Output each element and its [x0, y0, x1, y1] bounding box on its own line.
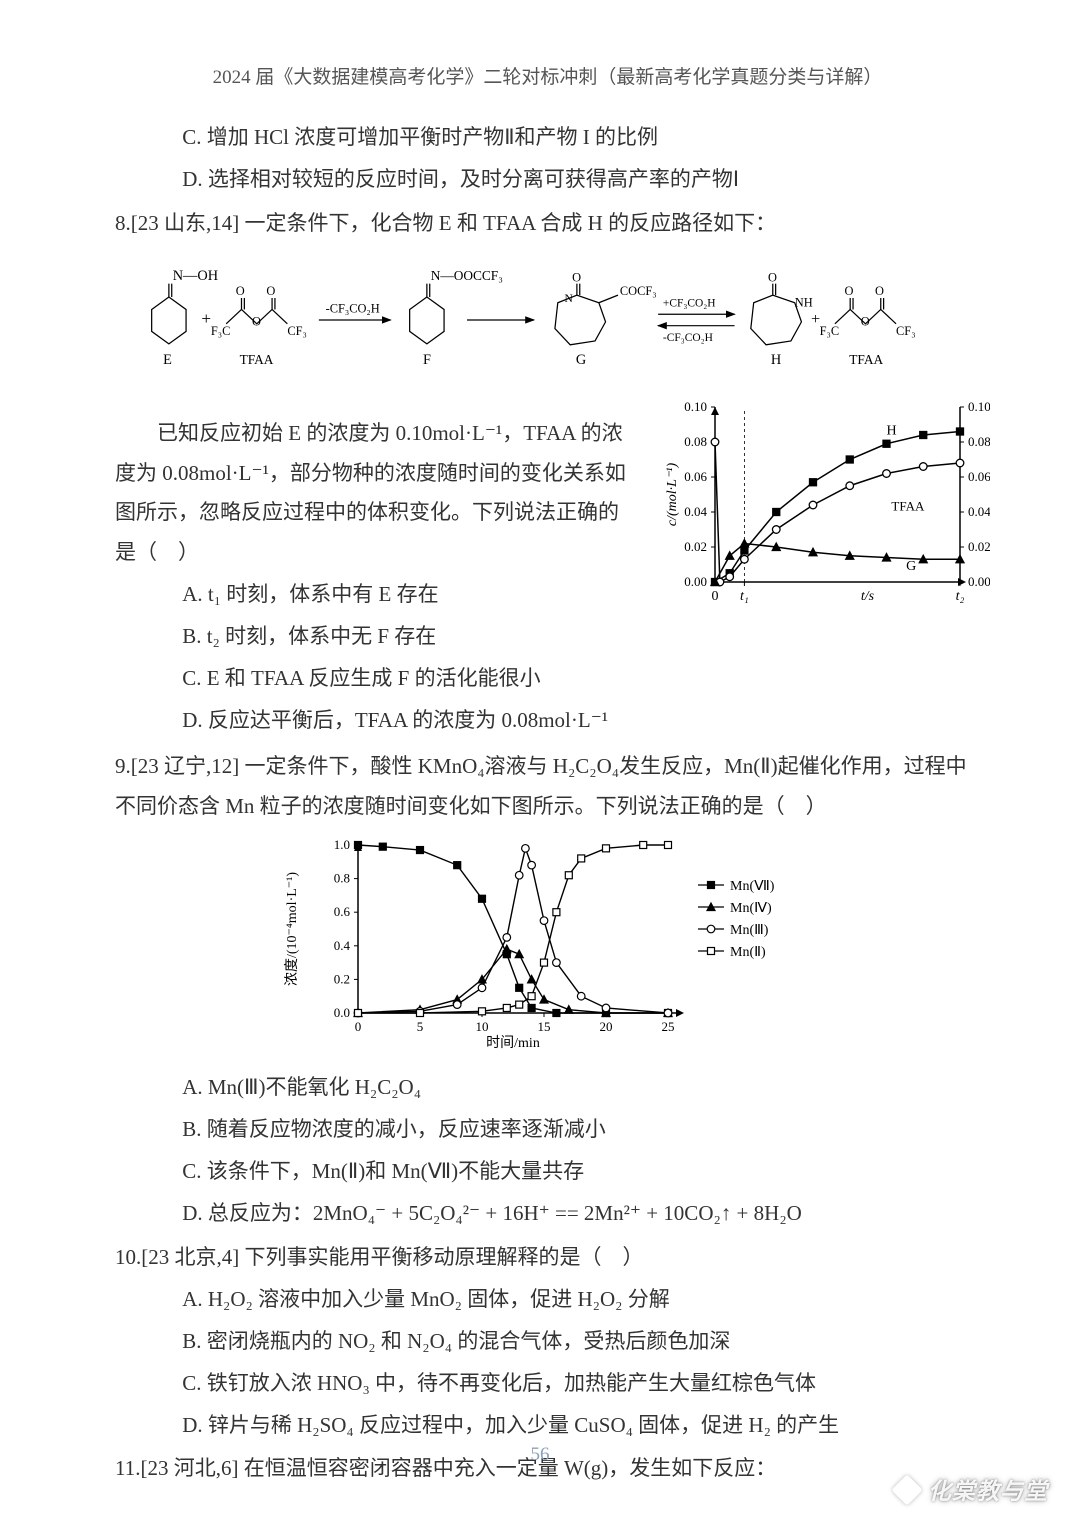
svg-text:G: G	[576, 352, 586, 368]
svg-text:-CF₃CO₂H: -CF₃CO₂H	[326, 301, 380, 315]
svg-text:c/(mol·L⁻¹): c/(mol·L⁻¹)	[665, 462, 680, 526]
q10-opt-c: C. 铁钉放入浓 HNO₃ 中，待不再变化后，加热能产生大量红棕色气体	[115, 1364, 980, 1404]
svg-text:COCF₃: COCF₃	[620, 284, 657, 298]
svg-text:t/s: t/s	[861, 589, 875, 604]
svg-text:E: E	[163, 352, 172, 368]
svg-text:O: O	[844, 284, 853, 298]
page-number: 56	[0, 1437, 1080, 1473]
q8-stem: 8.[23 山东,14] 一定条件下，化合物 E 和 TFAA 合成 H 的反应…	[115, 204, 980, 244]
svg-text:TFAA: TFAA	[891, 498, 925, 513]
svg-text:Mn(Ⅱ): Mn(Ⅱ)	[730, 945, 766, 960]
watermark: 化棠教与堂	[896, 1470, 1048, 1514]
svg-text:t₂: t₂	[956, 589, 965, 604]
q8-chart: 0.00 0.00 0.02 0.02 0.04 0.04 0.06 0.06 0.08 0.08…	[660, 392, 990, 622]
svg-text:0.08: 0.08	[968, 434, 990, 449]
svg-text:O: O	[572, 270, 581, 284]
svg-text:时间/min: 时间/min	[486, 1035, 540, 1051]
q8-opt-d: D. 反应达平衡后，TFAA 的浓度为 0.08mol·L⁻¹	[115, 701, 980, 741]
svg-text:H: H	[887, 423, 897, 438]
svg-text:1.0: 1.0	[333, 837, 349, 852]
svg-text:Mn(Ⅶ): Mn(Ⅶ)	[730, 879, 775, 894]
svg-text:NH: NH	[795, 295, 813, 309]
svg-text:-CF₃CO₂H: -CF₃CO₂H	[663, 332, 713, 344]
q8-reaction-scheme: N—OH E + O O F₃C CF₃ O TFAA -CF₃CO₂H N—O…	[123, 254, 983, 384]
q10-opt-b: B. 密闭烧瓶内的 NO₂ 和 N₂O₄ 的混合气体，受热后颜色加深	[115, 1322, 980, 1362]
svg-text:O: O	[236, 284, 245, 298]
svg-text:t₁: t₁	[740, 589, 749, 604]
svg-text:0.00: 0.00	[684, 574, 707, 589]
svg-text:0.06: 0.06	[968, 469, 990, 484]
svg-text:N: N	[564, 293, 573, 305]
svg-text:TFAA: TFAA	[849, 352, 883, 367]
q10-stem: 10.[23 北京,4] 下列事实能用平衡移动原理解释的是（ ）	[115, 1238, 980, 1278]
svg-text:浓度/(10⁻⁴mol·L⁻¹): 浓度/(10⁻⁴mol·L⁻¹)	[284, 871, 300, 985]
svg-text:+: +	[201, 309, 211, 328]
svg-text:0.02: 0.02	[968, 539, 990, 554]
q9-opt-a: A. Mn(Ⅲ)不能氧化 H₂C₂O₄	[115, 1068, 980, 1108]
svg-text:Mn(Ⅲ): Mn(Ⅲ)	[730, 923, 769, 938]
svg-text:0.06: 0.06	[684, 469, 707, 484]
exam-page: 2024 届《大数据建模高考化学》二轮对标冲刺（最新高考化学真题分类与详解） C…	[0, 0, 1080, 1529]
svg-text:0.4: 0.4	[333, 937, 350, 952]
svg-text:0.6: 0.6	[333, 904, 350, 919]
svg-text:0.02: 0.02	[684, 539, 707, 554]
q9-chart: 0.0 0.2 0.4 0.6 0.8 1.0 0 5 10 15 20 25 时间/min 浓度/(10…	[268, 833, 828, 1053]
svg-text:0.2: 0.2	[333, 971, 349, 986]
svg-text:TFAA: TFAA	[240, 352, 274, 367]
svg-text:O: O	[875, 284, 884, 298]
svg-text:0.04: 0.04	[968, 504, 990, 519]
svg-text:O: O	[252, 314, 261, 328]
svg-text:H: H	[771, 352, 781, 368]
svg-text:O: O	[768, 270, 777, 284]
svg-text:0.10: 0.10	[684, 399, 707, 414]
svg-text:20: 20	[599, 1019, 612, 1034]
svg-text:F: F	[423, 352, 431, 368]
svg-text:0.8: 0.8	[333, 870, 349, 885]
svg-text:CF₃: CF₃	[287, 324, 307, 338]
svg-text:F₃C: F₃C	[211, 324, 231, 338]
svg-text:0.10: 0.10	[968, 399, 990, 414]
q9-stem: 9.[23 辽宁,12] 一定条件下，酸性 KMnO₄溶液与 H₂C₂O₄发生反…	[115, 747, 980, 827]
svg-text:CF₃: CF₃	[896, 324, 916, 338]
svg-text:0: 0	[712, 589, 719, 604]
q9-opt-c: C. 该条件下，Mn(Ⅱ)和 Mn(Ⅶ)不能大量共存	[115, 1152, 980, 1192]
svg-text:O: O	[266, 284, 275, 298]
svg-text:0.08: 0.08	[684, 434, 707, 449]
option-c-prev: C. 增加 HCl 浓度可增加平衡时产物Ⅱ和产物 I 的比例	[115, 118, 980, 158]
svg-text:0.00: 0.00	[968, 574, 990, 589]
svg-text:Mn(Ⅳ): Mn(Ⅳ)	[730, 901, 772, 916]
svg-text:N—OOCCF₃: N—OOCCF₃	[431, 268, 503, 283]
svg-text:15: 15	[537, 1019, 550, 1034]
svg-text:F₃C: F₃C	[820, 324, 840, 338]
page-header: 2024 届《大数据建模高考化学》二轮对标冲刺（最新高考化学真题分类与详解）	[115, 60, 980, 96]
svg-text:O: O	[861, 314, 870, 328]
q9-opt-d: D. 总反应为：2MnO₄⁻ + 5C₂O₄²⁻ + 16H⁺ == 2Mn²⁺…	[115, 1194, 980, 1234]
option-d-prev: D. 选择相对较短的反应时间，及时分离可获得高产率的产物Ⅰ	[115, 160, 980, 200]
q10-opt-a: A. H₂O₂ 溶液中加入少量 MnO₂ 固体，促进 H₂O₂ 分解	[115, 1280, 980, 1320]
svg-text:N—OH: N—OH	[173, 268, 218, 284]
svg-text:5: 5	[416, 1019, 423, 1034]
q9-opt-b: B. 随着反应物浓度的减小，反应速率逐渐减小	[115, 1110, 980, 1150]
svg-text:G: G	[906, 558, 916, 573]
svg-text:0.04: 0.04	[684, 504, 707, 519]
svg-text:0.0: 0.0	[333, 1005, 349, 1020]
watermark-icon	[891, 1474, 922, 1505]
svg-text:25: 25	[661, 1019, 674, 1034]
svg-text:0: 0	[354, 1019, 361, 1034]
q8-opt-c: C. E 和 TFAA 反应生成 F 的活化能很小	[115, 659, 980, 699]
svg-text:10: 10	[475, 1019, 488, 1034]
svg-text:+CF₃CO₂H: +CF₃CO₂H	[663, 297, 716, 309]
